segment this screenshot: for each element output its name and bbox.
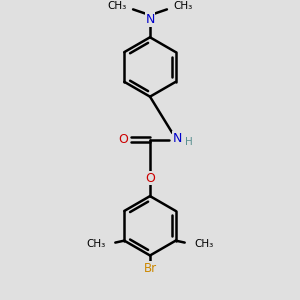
Text: Br: Br xyxy=(143,262,157,275)
Text: CH₃: CH₃ xyxy=(107,1,126,10)
Text: N: N xyxy=(172,132,182,145)
Text: CH₃: CH₃ xyxy=(194,239,214,249)
Text: H: H xyxy=(185,137,193,147)
Text: CH₃: CH₃ xyxy=(86,239,106,249)
Text: N: N xyxy=(145,13,155,26)
Text: O: O xyxy=(145,172,155,185)
Text: O: O xyxy=(118,133,128,146)
Text: CH₃: CH₃ xyxy=(174,1,193,10)
